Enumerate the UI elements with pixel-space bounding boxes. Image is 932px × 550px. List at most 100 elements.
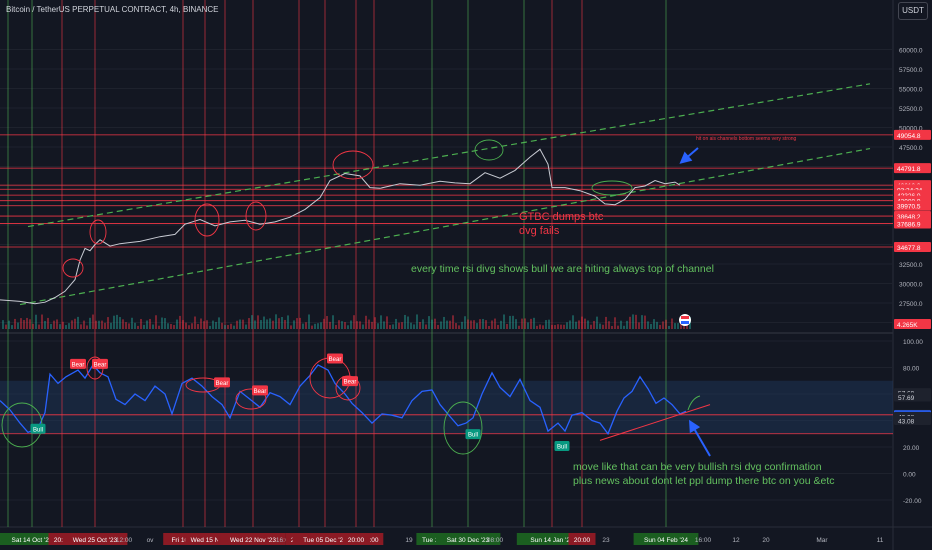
volume-bar — [422, 319, 424, 329]
volume-bar — [305, 322, 307, 329]
volume-bar — [431, 319, 433, 329]
volume-bar — [200, 318, 202, 329]
volume-bar — [383, 321, 385, 329]
volume-bar — [539, 324, 541, 329]
volume-bar — [269, 318, 271, 329]
volume-bar — [632, 314, 634, 329]
volume-bar — [650, 323, 652, 329]
volume-bar — [512, 315, 514, 329]
time-label: Sun 14 Jan '24 — [530, 537, 574, 544]
highlight-ellipse — [235, 388, 267, 410]
volume-bar — [527, 322, 529, 329]
volume-bar — [5, 324, 7, 329]
volume-bar — [11, 325, 13, 329]
volume-bar — [152, 324, 154, 329]
volume-bar — [38, 324, 40, 329]
signal-badge — [92, 358, 108, 369]
volume-bar — [188, 325, 190, 329]
price-level-tag — [894, 218, 931, 229]
time-tag — [220, 533, 286, 545]
volume-bar — [584, 318, 586, 329]
volume-bar — [221, 322, 223, 329]
volume-bar — [599, 323, 601, 329]
volume-bar — [101, 320, 103, 329]
time-label: 16:00 — [276, 537, 293, 544]
volume-bar — [503, 314, 505, 329]
volume-bar — [542, 325, 544, 329]
price-level-label: 39970.5 — [897, 204, 921, 211]
rsi-series — [0, 363, 711, 441]
volume-bar — [446, 320, 448, 329]
volume-bar — [533, 317, 535, 329]
volume-bar — [407, 316, 409, 329]
arrow-icon — [679, 147, 699, 164]
volume-bar — [326, 316, 328, 329]
volume-bar — [563, 324, 565, 329]
volume-bar — [389, 324, 391, 329]
rsi-tick-label: -20.00 — [903, 498, 922, 505]
bear-signal-label: Bear — [94, 362, 107, 368]
price-level-label: 49054.8 — [897, 133, 921, 140]
volume-bar — [287, 315, 289, 329]
volume-bar — [611, 325, 613, 329]
volume-bar — [173, 325, 175, 329]
volume-bar — [104, 322, 106, 329]
volume-bar — [605, 316, 607, 329]
volume-bar — [236, 320, 238, 329]
volume-bar — [332, 315, 334, 329]
volume-bar — [548, 319, 550, 329]
volume-bar — [386, 316, 388, 329]
bear-signal-label: Bear — [216, 381, 229, 387]
signal-badge — [465, 429, 481, 440]
volume-bar — [56, 319, 58, 329]
volume-bar — [341, 321, 343, 329]
time-tag — [292, 533, 358, 545]
volume-bar — [314, 323, 316, 329]
volume-bar — [524, 318, 526, 329]
price-level-tag — [894, 200, 931, 211]
volume-bar — [557, 324, 559, 329]
volume-bar — [50, 323, 52, 329]
volume-bar — [530, 318, 532, 329]
price-channel — [19, 83, 871, 306]
volume-bar — [572, 315, 574, 329]
time-label: :00 — [369, 537, 378, 544]
volume-bar — [467, 319, 469, 329]
highlight-ellipse — [591, 180, 633, 196]
volume-bar — [119, 317, 121, 329]
volume-bar — [74, 318, 76, 329]
highlight-ellipse — [245, 201, 267, 231]
volume-bar — [80, 324, 82, 329]
rsi-level-label: 43.08 — [898, 419, 915, 426]
time-tag — [0, 533, 65, 545]
price-level-label: 44791.8 — [897, 166, 921, 173]
volume-bar — [146, 320, 148, 329]
volume-bar — [191, 323, 193, 329]
volume-bar — [644, 315, 646, 329]
time-label: 20 — [762, 537, 770, 544]
volume-bar — [161, 317, 163, 329]
volume-bar — [665, 319, 667, 329]
volume-bar — [284, 319, 286, 329]
volume-bar — [17, 322, 19, 329]
volume-bar — [59, 324, 61, 329]
time-tag — [568, 533, 596, 545]
volume-bar — [266, 319, 268, 329]
volume-bar — [380, 315, 382, 329]
volume-bar — [263, 316, 265, 329]
volume-bar — [218, 317, 220, 329]
currency-button[interactable]: USDT — [898, 2, 928, 20]
rsi-level-tag — [894, 416, 931, 425]
time-label: 20:00 — [54, 537, 71, 544]
volume-bar — [128, 323, 130, 329]
time-label: Mar — [816, 537, 828, 544]
volume-bar — [428, 316, 430, 329]
rsi-tick-label: 20.00 — [903, 445, 920, 452]
price-tick-label: 55000.0 — [899, 87, 923, 94]
volume-bar — [158, 325, 160, 329]
price-axis[interactable]: 25000.027500.030000.032500.035000.037500… — [894, 48, 931, 506]
time-label: 12:00 — [116, 537, 133, 544]
